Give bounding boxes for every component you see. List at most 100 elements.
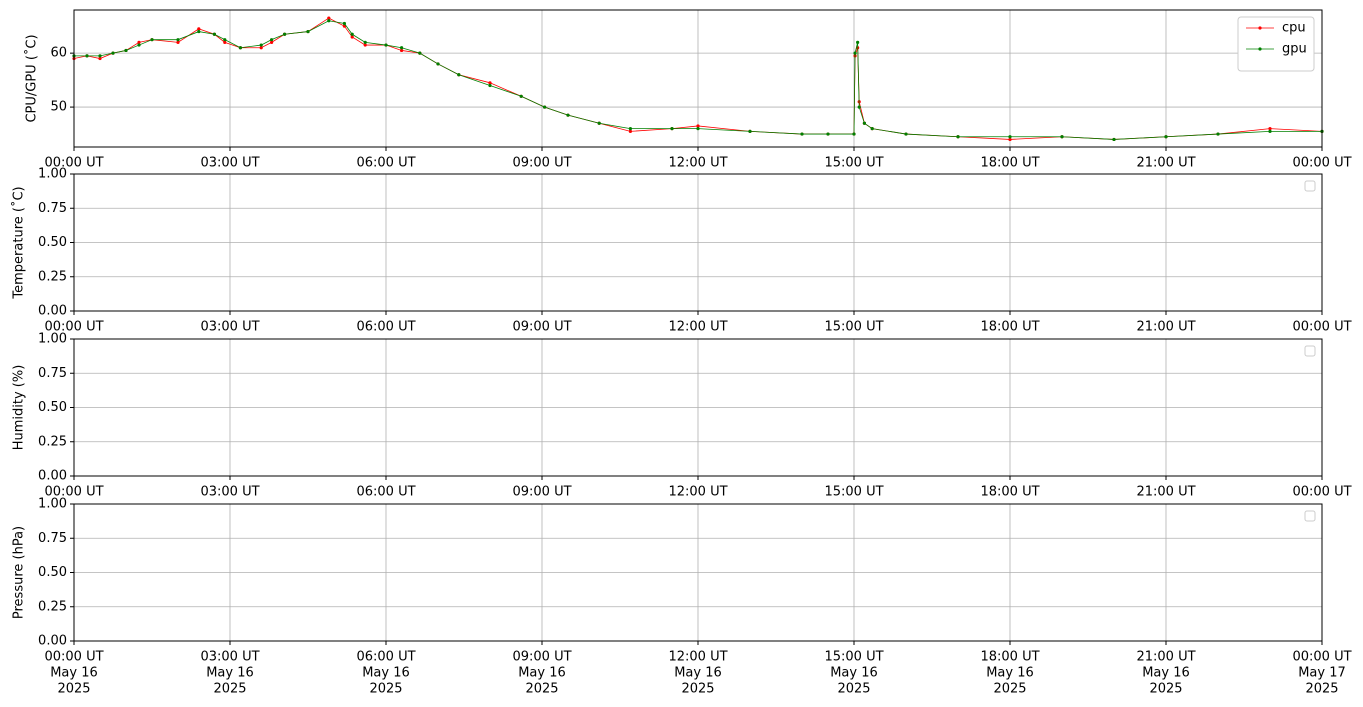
marker xyxy=(853,51,857,55)
marker xyxy=(852,132,856,136)
marker xyxy=(197,29,201,34)
y-axis-label: Pressure (hPa) xyxy=(12,526,27,619)
marker xyxy=(670,127,674,131)
y-tick-label: 0.25 xyxy=(38,269,67,284)
legend xyxy=(1237,16,1315,72)
marker xyxy=(150,38,154,42)
marker xyxy=(857,105,861,109)
x-tick-label: 00:00 UT xyxy=(1292,485,1351,500)
y-tick-label: 0.75 xyxy=(38,531,67,546)
marker xyxy=(111,51,115,55)
x-tick-label: 12:00 UT xyxy=(668,485,727,500)
marker xyxy=(124,48,128,53)
x-tick-label: 12:00 UT xyxy=(668,156,727,171)
x-tick-label: 06:00 UT xyxy=(356,320,415,335)
marker xyxy=(137,40,141,44)
marker xyxy=(1008,135,1012,139)
y-axis-label: Temperature (˚C) xyxy=(11,186,27,299)
y-tick-label: 1.00 xyxy=(38,497,67,512)
marker xyxy=(800,132,804,136)
x-tick-label: 00:00 UT xyxy=(44,485,103,500)
marker xyxy=(327,16,331,20)
x-tick-label: 03:00 UT xyxy=(200,485,259,500)
x-tick-label: May 16 xyxy=(518,666,566,681)
x-tick-label: 00:00 UT xyxy=(44,156,103,171)
marker xyxy=(85,54,89,58)
y-tick-label: 0.25 xyxy=(38,599,67,614)
x-tick-label: 00:00 UT xyxy=(1292,156,1351,171)
marker xyxy=(566,113,570,117)
x-tick-label: 2025 xyxy=(1149,682,1182,697)
marker xyxy=(363,40,367,44)
y-tick-label: 50 xyxy=(50,100,67,115)
x-tick-label: 06:00 UT xyxy=(356,156,415,171)
x-tick-label: 2025 xyxy=(681,682,714,697)
y-tick-label: 0.75 xyxy=(38,366,67,381)
axes-frame xyxy=(73,173,1323,312)
x-tick-label: 21:00 UT xyxy=(1136,156,1195,171)
y-tick-label: 0.75 xyxy=(38,201,67,216)
marker xyxy=(1164,135,1168,139)
x-tick-label: 21:00 UT xyxy=(1136,650,1195,665)
x-tick-label: May 16 xyxy=(674,666,722,681)
marker xyxy=(826,132,830,136)
x-tick-label: 2025 xyxy=(525,682,558,697)
marker xyxy=(862,121,867,125)
marker xyxy=(223,38,227,42)
axes-frame xyxy=(73,9,1323,148)
y-tick-label: 0.00 xyxy=(38,304,67,319)
y-tick-label: 0.50 xyxy=(38,400,67,415)
legend-marker xyxy=(1258,26,1262,30)
y-tick-label: 0.00 xyxy=(38,469,67,484)
legend xyxy=(1304,345,1316,357)
x-tick-label: 18:00 UT xyxy=(980,156,1039,171)
marker xyxy=(870,127,874,131)
marker xyxy=(176,40,180,44)
marker xyxy=(1112,137,1116,142)
y-axis-label: Humidity (%) xyxy=(12,365,27,451)
y-tick-label: 0.25 xyxy=(38,434,67,449)
x-tick-label: 21:00 UT xyxy=(1136,485,1195,500)
marker xyxy=(696,124,700,128)
marker xyxy=(306,29,310,34)
marker xyxy=(597,121,601,125)
x-tick-label: 06:00 UT xyxy=(356,485,415,500)
x-tick-label: 18:00 UT xyxy=(980,485,1039,500)
marker xyxy=(956,135,960,139)
marker xyxy=(384,43,388,47)
marker xyxy=(1216,132,1220,136)
x-tick-label: 09:00 UT xyxy=(512,320,571,335)
marker xyxy=(1268,127,1272,131)
x-tick-label: 00:00 UT xyxy=(44,320,103,335)
x-tick-label: May 16 xyxy=(1142,666,1190,681)
marker xyxy=(696,127,700,131)
x-tick-label: 15:00 UT xyxy=(824,320,883,335)
plot-area xyxy=(72,16,1324,142)
x-tick-label: 18:00 UT xyxy=(980,650,1039,665)
marker xyxy=(350,35,354,39)
x-tick-label: 21:00 UT xyxy=(1136,320,1195,335)
marker xyxy=(259,43,263,47)
x-tick-label: 15:00 UT xyxy=(824,650,883,665)
x-tick-label: 12:00 UT xyxy=(668,650,727,665)
marker xyxy=(270,38,274,42)
x-tick-label: 12:00 UT xyxy=(668,320,727,335)
x-tick-label: 2025 xyxy=(837,682,870,697)
marker xyxy=(350,32,354,36)
marker xyxy=(363,43,367,47)
marker xyxy=(543,105,547,109)
marker xyxy=(628,129,633,133)
marker xyxy=(748,129,752,133)
marker xyxy=(270,40,274,44)
marker xyxy=(212,32,216,36)
marker xyxy=(488,83,492,88)
x-tick-label: May 16 xyxy=(986,666,1034,681)
y-tick-label: 0.50 xyxy=(38,565,67,580)
marker xyxy=(176,38,180,42)
marker xyxy=(488,81,492,85)
marker xyxy=(519,94,523,98)
x-tick-label: 18:00 UT xyxy=(980,320,1039,335)
marker xyxy=(1008,137,1012,142)
x-tick-label: 2025 xyxy=(993,682,1026,697)
